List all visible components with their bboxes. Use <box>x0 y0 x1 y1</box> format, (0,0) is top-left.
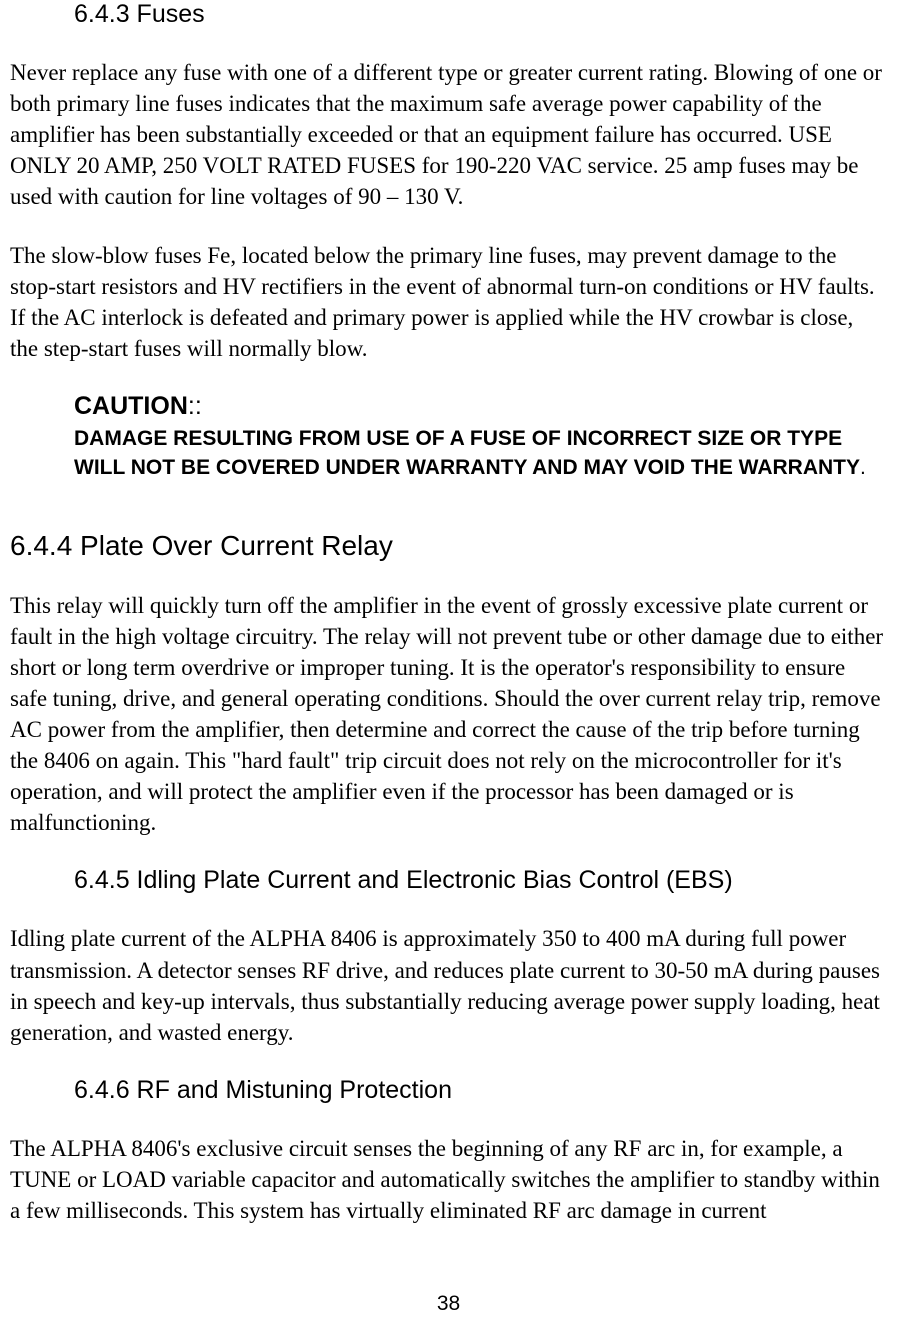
page-number: 38 <box>0 1292 897 1316</box>
heading-rf-mistuning: 6.4.6 RF and Mistuning Protection <box>74 1076 887 1105</box>
caution-body-text: DAMAGE RESULTING FROM USE OF A FUSE OF I… <box>74 427 860 478</box>
para-fuses-1: Never replace any fuse with one of a dif… <box>10 57 887 212</box>
para-fuses-2: The slow-blow fuses Fe, located below th… <box>10 240 887 364</box>
caution-body: DAMAGE RESULTING FROM USE OF A FUSE OF I… <box>74 425 867 482</box>
caution-block: CAUTION:: DAMAGE RESULTING FROM USE OF A… <box>74 392 867 482</box>
heading-plate-relay: 6.4.4 Plate Over Current Relay <box>10 530 887 562</box>
para-idling-1: Idling plate current of the ALPHA 8406 i… <box>10 923 887 1047</box>
caution-title-line: CAUTION:: <box>74 392 867 421</box>
para-plate-relay-1: This relay will quickly turn off the amp… <box>10 590 887 838</box>
heading-fuses: 6.4.3 Fuses <box>74 0 887 29</box>
caution-label: CAUTION <box>74 392 188 420</box>
para-rf-mistuning-1: The ALPHA 8406's exclusive circuit sense… <box>10 1133 887 1226</box>
caution-period: . <box>860 456 866 479</box>
caution-colon: :: <box>188 392 202 420</box>
heading-idling: 6.4.5 Idling Plate Current and Electroni… <box>74 866 887 895</box>
document-page: 6.4.3 Fuses Never replace any fuse with … <box>10 0 887 1226</box>
